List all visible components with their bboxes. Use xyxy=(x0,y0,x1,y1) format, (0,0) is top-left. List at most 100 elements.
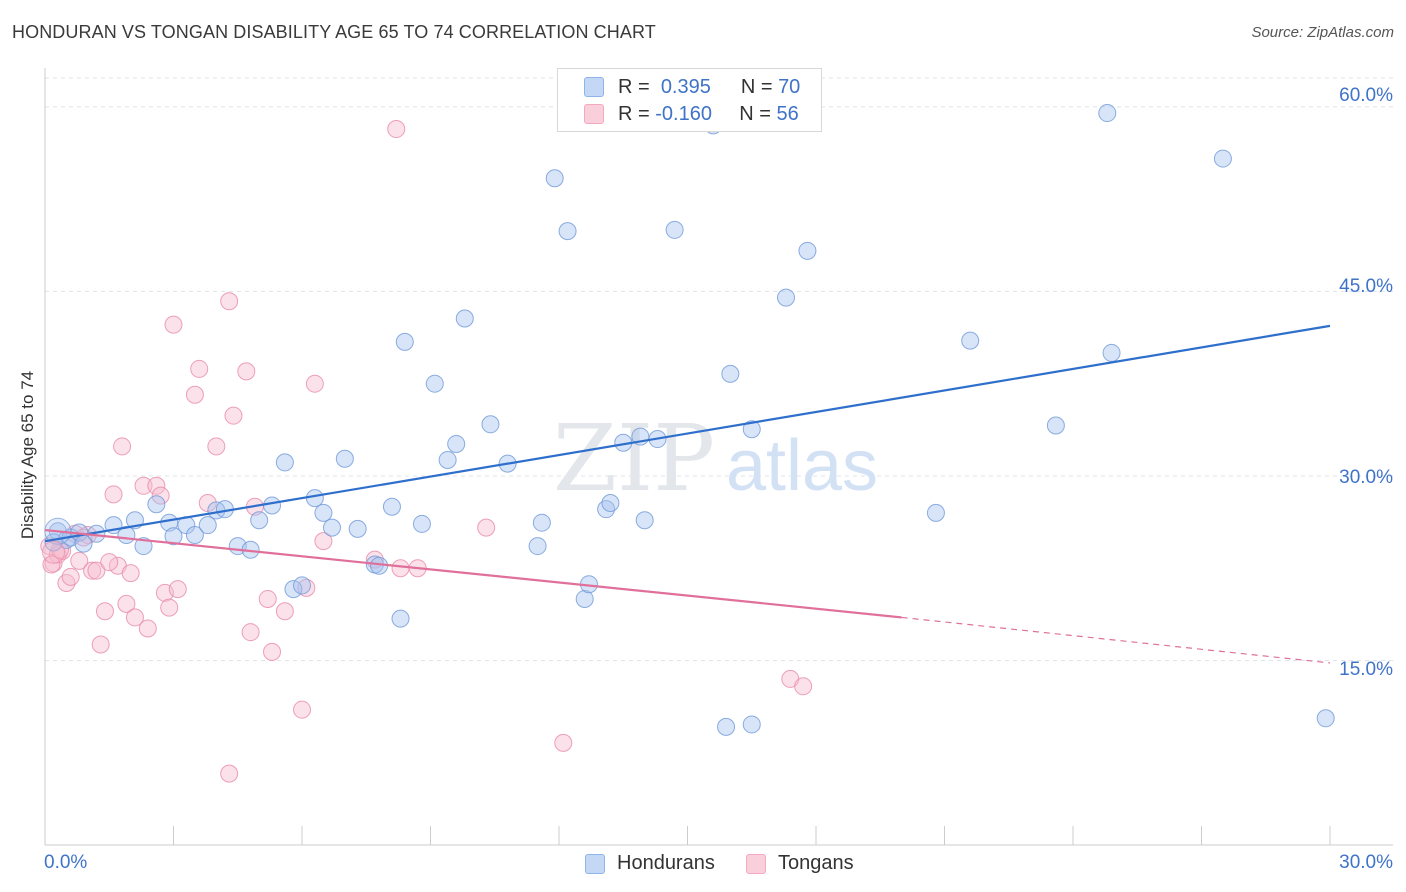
honduran-point-54 xyxy=(665,220,684,239)
honduran-point-21 xyxy=(263,496,282,515)
legend-swatch-blue xyxy=(584,77,604,97)
y-tick-label-60: 60.0% xyxy=(1339,85,1393,106)
honduran-point-64 xyxy=(1046,416,1065,435)
tongan-point-22 xyxy=(151,486,170,505)
tongan-point-7 xyxy=(70,551,89,570)
honduran-point-46 xyxy=(575,589,594,608)
honduran-point-66 xyxy=(1102,343,1121,362)
honduran-point-43 xyxy=(532,513,551,532)
tongan-point-36 xyxy=(258,589,277,608)
honduran-point-27 xyxy=(322,518,341,537)
tongan-point-51 xyxy=(220,764,239,783)
honduran-point-28 xyxy=(335,449,354,468)
honduran-point-26 xyxy=(314,503,333,522)
honduran-point-20 xyxy=(250,511,269,530)
tongan-point-42 xyxy=(314,532,333,551)
honduran-point-15 xyxy=(198,516,217,535)
honduran-point-60 xyxy=(777,288,796,307)
tongan-point-31 xyxy=(220,292,239,311)
tongan-point-16 xyxy=(117,594,136,613)
legend-item-hondurans: Hondurans xyxy=(585,852,715,875)
honduran-point-52 xyxy=(635,511,654,530)
legend-r-value: 0.395 xyxy=(660,75,711,98)
honduran-point-68 xyxy=(1316,709,1335,728)
tongan-point-48 xyxy=(554,733,573,752)
watermark-zip: ZIP xyxy=(553,405,715,512)
tongan-point-15 xyxy=(113,437,132,456)
x-tick-label-0: 0.0% xyxy=(44,852,88,873)
tongan-point-18 xyxy=(125,608,144,627)
source-label: Source: ZipAtlas.com xyxy=(1251,24,1394,41)
tongan-point-19 xyxy=(134,476,153,495)
tongan-cluster-point xyxy=(42,540,66,564)
honduran-point-14 xyxy=(185,526,204,544)
honduran-point-61 xyxy=(798,241,817,260)
chart-title: HONDURAN VS TONGAN DISABILITY AGE 65 TO … xyxy=(12,22,656,42)
tongan-point-26 xyxy=(168,580,187,599)
axes-layer xyxy=(44,68,1393,846)
tongan-point-9 xyxy=(83,561,102,580)
honduran-point-59 xyxy=(742,420,761,439)
correlation-legend: R = 0.395 N = 70 R = -0.160 N = 56 xyxy=(557,68,822,132)
tongan-point-24 xyxy=(160,598,179,617)
honduran-point-40 xyxy=(481,415,500,434)
legend-r-label: R = xyxy=(618,102,650,125)
legend-label-hondurans: Hondurans xyxy=(617,852,715,874)
honduran-point-32 xyxy=(382,497,401,516)
honduran-point-56 xyxy=(717,717,736,736)
legend-item-tongans: Tongans xyxy=(746,852,854,875)
honduran-point-45 xyxy=(558,222,577,241)
legend-swatch-hondurans xyxy=(585,853,605,874)
tongan-trend-line xyxy=(44,528,902,619)
tongan-point-21 xyxy=(147,476,166,495)
honduran-point-67 xyxy=(1213,149,1232,168)
honduran-point-49 xyxy=(601,494,620,513)
honduran-point-37 xyxy=(438,450,457,469)
tongan-point-27 xyxy=(185,385,204,404)
legend-r-value: -0.160 xyxy=(655,102,712,125)
tongan-point-32 xyxy=(224,406,243,425)
tongan-point-37 xyxy=(263,642,282,661)
legend-row-tongans: R = -0.160 N = 56 xyxy=(584,102,799,126)
honduran-point-65 xyxy=(1098,104,1117,123)
honduran-point-44 xyxy=(545,169,564,188)
tongan-point-41 xyxy=(305,374,324,393)
honduran-point-35 xyxy=(412,514,431,533)
honduran-point-62 xyxy=(926,503,945,522)
legend-r-label: R = xyxy=(618,75,650,98)
honduran-point-34 xyxy=(395,332,414,351)
honduran-point-38 xyxy=(447,434,466,453)
tongan-point-11 xyxy=(91,635,110,654)
trend-layer xyxy=(44,324,1331,664)
legend-label-tongans: Tongans xyxy=(778,852,854,874)
legend-n-label: N = xyxy=(740,75,773,98)
tongan-point-39 xyxy=(293,700,311,719)
honduran-point-33 xyxy=(391,609,410,628)
legend-swatch-pink xyxy=(584,104,604,124)
tongan-trend-extension xyxy=(901,616,1331,664)
tongan-point-20 xyxy=(138,619,157,638)
tongan-point-34 xyxy=(241,623,260,642)
tongan-point-38 xyxy=(275,602,294,621)
honduran-point-36 xyxy=(425,374,444,393)
honduran-point-9 xyxy=(134,537,153,556)
legend-swatch-tongans xyxy=(746,853,766,874)
y-tick-label-30: 30.0% xyxy=(1339,467,1393,488)
honduran-point-22 xyxy=(275,453,294,472)
tongan-point-28 xyxy=(190,359,209,378)
tongan-point-33 xyxy=(237,362,256,381)
tongan-point-12 xyxy=(95,602,114,621)
tongan-point-13 xyxy=(104,485,123,504)
honduran-point-58 xyxy=(742,715,761,734)
honduran-point-57 xyxy=(721,364,740,383)
tongan-point-5 xyxy=(61,567,80,586)
tongan-point-17 xyxy=(121,564,140,583)
tongan-point-45 xyxy=(391,559,410,578)
honduran-point-25 xyxy=(305,489,324,508)
legend-n-label: N = xyxy=(739,102,771,125)
tongan-point-25 xyxy=(164,315,183,334)
honduran-point-12 xyxy=(164,527,183,546)
honduran-point-29 xyxy=(348,519,367,538)
tongan-point-47 xyxy=(477,518,496,537)
